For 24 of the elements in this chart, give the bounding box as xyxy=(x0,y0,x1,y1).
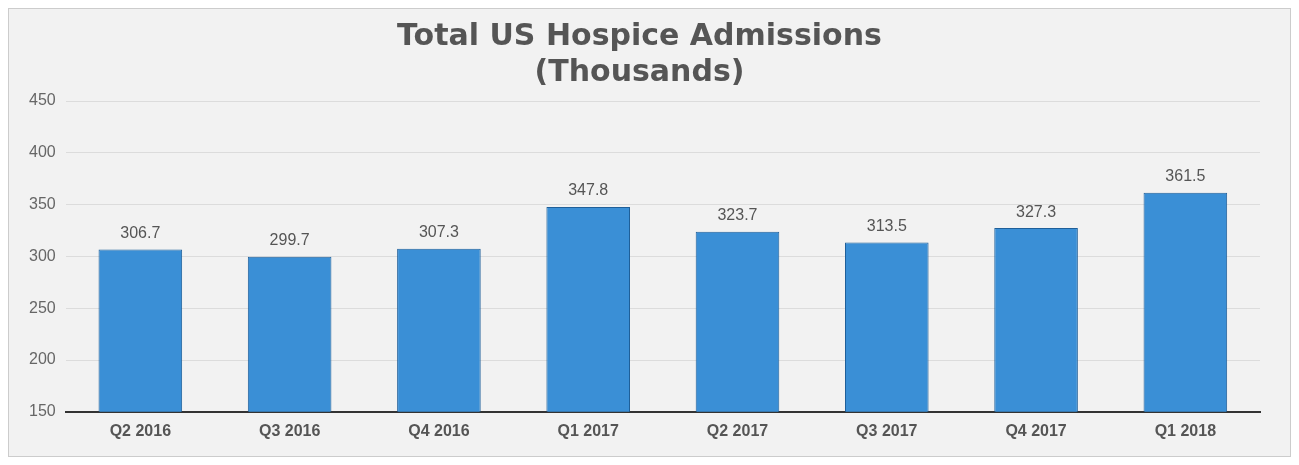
x-tick-label: Q3 2017 xyxy=(856,421,918,439)
y-tick-label: 200 xyxy=(28,350,56,368)
x-tick-label: Q4 2016 xyxy=(408,421,470,439)
y-tick-label: 250 xyxy=(28,298,56,316)
x-tick-label: Q1 2018 xyxy=(1154,421,1217,439)
y-tick-label: 300 xyxy=(28,246,56,264)
x-tick-label: Q2 2016 xyxy=(109,421,172,439)
data-label: 313.5 xyxy=(866,216,907,234)
y-tick-label: 400 xyxy=(28,143,56,161)
x-tick-label: Q2 2017 xyxy=(706,421,769,439)
y-tick-label: 150 xyxy=(28,402,56,420)
data-label: 323.7 xyxy=(717,206,758,224)
chart-title: Total US Hospice Admissions (Thousands) xyxy=(397,16,882,88)
y-tick-label: 450 xyxy=(28,91,56,109)
y-tick-label: 350 xyxy=(28,195,56,213)
x-tick-label: Q3 2016 xyxy=(258,421,321,439)
x-tick-label: Q4 2017 xyxy=(1005,421,1067,439)
data-label: 361.5 xyxy=(1165,167,1206,185)
x-tick-label: Q1 2017 xyxy=(557,421,619,439)
data-label: 306.7 xyxy=(120,223,161,241)
data-label: 299.7 xyxy=(269,231,310,249)
data-label: 327.3 xyxy=(1016,202,1057,220)
data-label: 347.8 xyxy=(568,181,609,199)
data-label: 307.3 xyxy=(418,223,460,241)
